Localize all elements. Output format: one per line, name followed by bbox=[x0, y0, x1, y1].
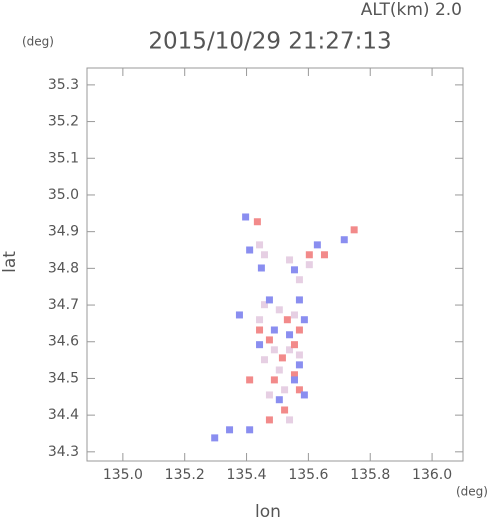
y-tick-label: 35.0 bbox=[48, 187, 79, 203]
x-tick-label: 135.2 bbox=[165, 467, 205, 483]
data-cell bbox=[295, 386, 303, 394]
x-unit: (deg) bbox=[456, 485, 488, 499]
data-cell bbox=[290, 371, 298, 379]
x-tick-label: 136.0 bbox=[412, 467, 452, 483]
data-cell bbox=[256, 316, 264, 324]
y-tick-label: 34.6 bbox=[48, 334, 79, 350]
data-cell bbox=[270, 376, 278, 384]
data-cell bbox=[211, 434, 219, 442]
data-cell bbox=[260, 356, 268, 364]
data-cell bbox=[270, 346, 278, 354]
data-cell bbox=[286, 346, 294, 354]
data-cell bbox=[295, 276, 303, 284]
data-cell bbox=[235, 311, 243, 319]
x-tick-label: 135.4 bbox=[227, 467, 267, 483]
data-cell bbox=[283, 316, 291, 324]
data-cell bbox=[265, 336, 273, 344]
data-cell bbox=[300, 316, 308, 324]
y-tick-label: 35.1 bbox=[48, 150, 79, 166]
data-cell bbox=[257, 264, 265, 272]
chart-title: 2015/10/29 21:27:13 bbox=[148, 29, 391, 55]
data-cell bbox=[290, 266, 298, 274]
data-cell bbox=[275, 306, 283, 314]
y-tick-label: 34.8 bbox=[48, 260, 79, 276]
data-cell bbox=[295, 351, 303, 359]
data-cell bbox=[350, 226, 358, 234]
data-cell bbox=[281, 406, 289, 414]
y-tick-label: 35.3 bbox=[48, 77, 79, 93]
data-cell bbox=[313, 241, 321, 249]
data-cell bbox=[290, 376, 298, 384]
data-cell bbox=[253, 218, 261, 226]
data-cell bbox=[265, 416, 273, 424]
x-tick-label: 135.8 bbox=[350, 467, 390, 483]
data-cell bbox=[300, 391, 308, 399]
data-cell bbox=[305, 261, 313, 269]
data-cell bbox=[246, 426, 254, 434]
data-cell bbox=[290, 311, 298, 319]
data-cell bbox=[305, 251, 313, 259]
y-tick-label: 34.9 bbox=[48, 224, 79, 240]
data-cell bbox=[260, 301, 268, 309]
data-cell bbox=[246, 376, 254, 384]
data-cell bbox=[242, 213, 250, 221]
data-cell bbox=[260, 251, 268, 259]
data-cell bbox=[281, 386, 289, 394]
plot-frame bbox=[86, 67, 464, 462]
y-tick-label: 35.2 bbox=[48, 114, 79, 130]
data-cell bbox=[295, 361, 303, 369]
y-tick-label: 34.5 bbox=[48, 370, 79, 386]
x-tick-label: 135.0 bbox=[103, 467, 143, 483]
data-cell bbox=[295, 296, 303, 304]
data-cell bbox=[286, 256, 294, 264]
data-cell bbox=[340, 236, 348, 244]
y-axis-label: lat bbox=[0, 251, 20, 273]
y-tick-label: 34.4 bbox=[48, 407, 79, 423]
data-cell bbox=[278, 354, 286, 362]
y-tick-label: 34.3 bbox=[48, 444, 79, 460]
x-tick-label: 135.6 bbox=[288, 467, 328, 483]
data-cell bbox=[256, 341, 264, 349]
data-cell bbox=[275, 396, 283, 404]
data-cell bbox=[275, 366, 283, 374]
data-cell bbox=[265, 391, 273, 399]
data-cell bbox=[246, 246, 254, 254]
data-cell bbox=[286, 331, 294, 339]
data-cell bbox=[256, 241, 264, 249]
data-cell bbox=[265, 296, 273, 304]
data-cell bbox=[295, 326, 303, 334]
data-cell bbox=[320, 251, 328, 259]
data-cell bbox=[290, 341, 298, 349]
y-tick-label: 34.7 bbox=[48, 297, 79, 313]
x-axis-label: lon bbox=[255, 502, 281, 521]
data-cell bbox=[226, 426, 234, 434]
data-cell bbox=[270, 326, 278, 334]
data-cell bbox=[286, 416, 294, 424]
y-unit: (deg) bbox=[22, 35, 54, 49]
annotation: ALT(km) 2.0 bbox=[361, 0, 462, 20]
data-cell bbox=[256, 326, 264, 334]
